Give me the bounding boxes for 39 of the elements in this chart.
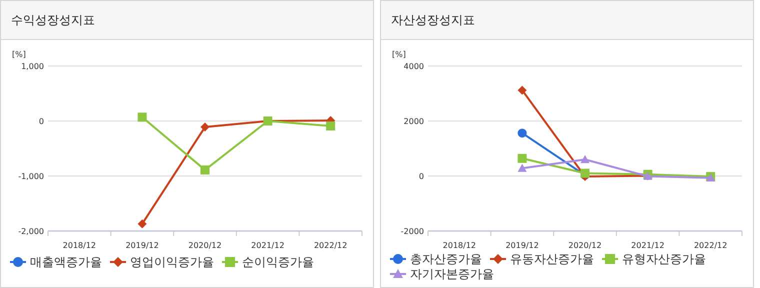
y-tick-label: 2000 [404, 117, 424, 126]
x-tick-label: 2022/12 [694, 241, 728, 250]
y-tick-label: -2000 [400, 227, 424, 236]
x-tick-label: 2020/12 [568, 241, 602, 250]
legend-label: 매출액증가율 [30, 255, 102, 269]
x-tick-label: 2021/12 [251, 241, 284, 250]
y-tick-label: 0 [38, 117, 44, 126]
point [200, 122, 210, 132]
x-tick-label: 2019/12 [506, 241, 539, 250]
point [518, 128, 527, 138]
y-axis-title: [%] [12, 50, 26, 59]
y-tick-label: -1,000 [18, 172, 44, 181]
x-tick-label: 2018/12 [62, 241, 96, 250]
chart-title: 자산성장성지표 [391, 13, 475, 27]
point [200, 165, 210, 174]
point [518, 164, 527, 172]
x-tick-label: 2021/12 [631, 241, 664, 250]
legend-label: 유동자산증가율 [510, 252, 594, 266]
y-tick-label: 1,000 [21, 62, 44, 71]
chart-title: 수익성장성지표 [11, 13, 95, 27]
legend-label: 유형자산증가율 [622, 252, 706, 266]
legend-label: 자기자본증가율 [410, 267, 494, 281]
legend-label: 총자산증가율 [410, 252, 482, 266]
point [138, 112, 147, 122]
y-tick-label: -2,000 [18, 227, 44, 236]
point [326, 121, 336, 130]
y-axis-title: [%] [392, 50, 406, 59]
x-tick-label: 2018/12 [442, 241, 476, 250]
point [580, 155, 590, 164]
point [138, 219, 147, 228]
point [518, 86, 527, 95]
legend-label: 순이익증가율 [242, 255, 314, 269]
point [518, 154, 527, 163]
x-tick-label: 2019/12 [126, 241, 159, 250]
y-tick-label: 0 [418, 172, 424, 181]
y-tick-label: 4000 [404, 62, 424, 71]
x-tick-label: 2022/12 [314, 241, 348, 250]
x-tick-label: 2020/12 [188, 241, 222, 250]
legend-label: 영업이익증가율 [130, 255, 214, 269]
